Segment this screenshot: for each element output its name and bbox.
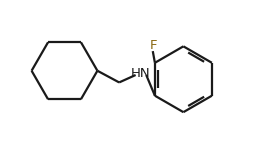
Text: F: F xyxy=(150,39,158,52)
Text: HN: HN xyxy=(131,68,151,80)
